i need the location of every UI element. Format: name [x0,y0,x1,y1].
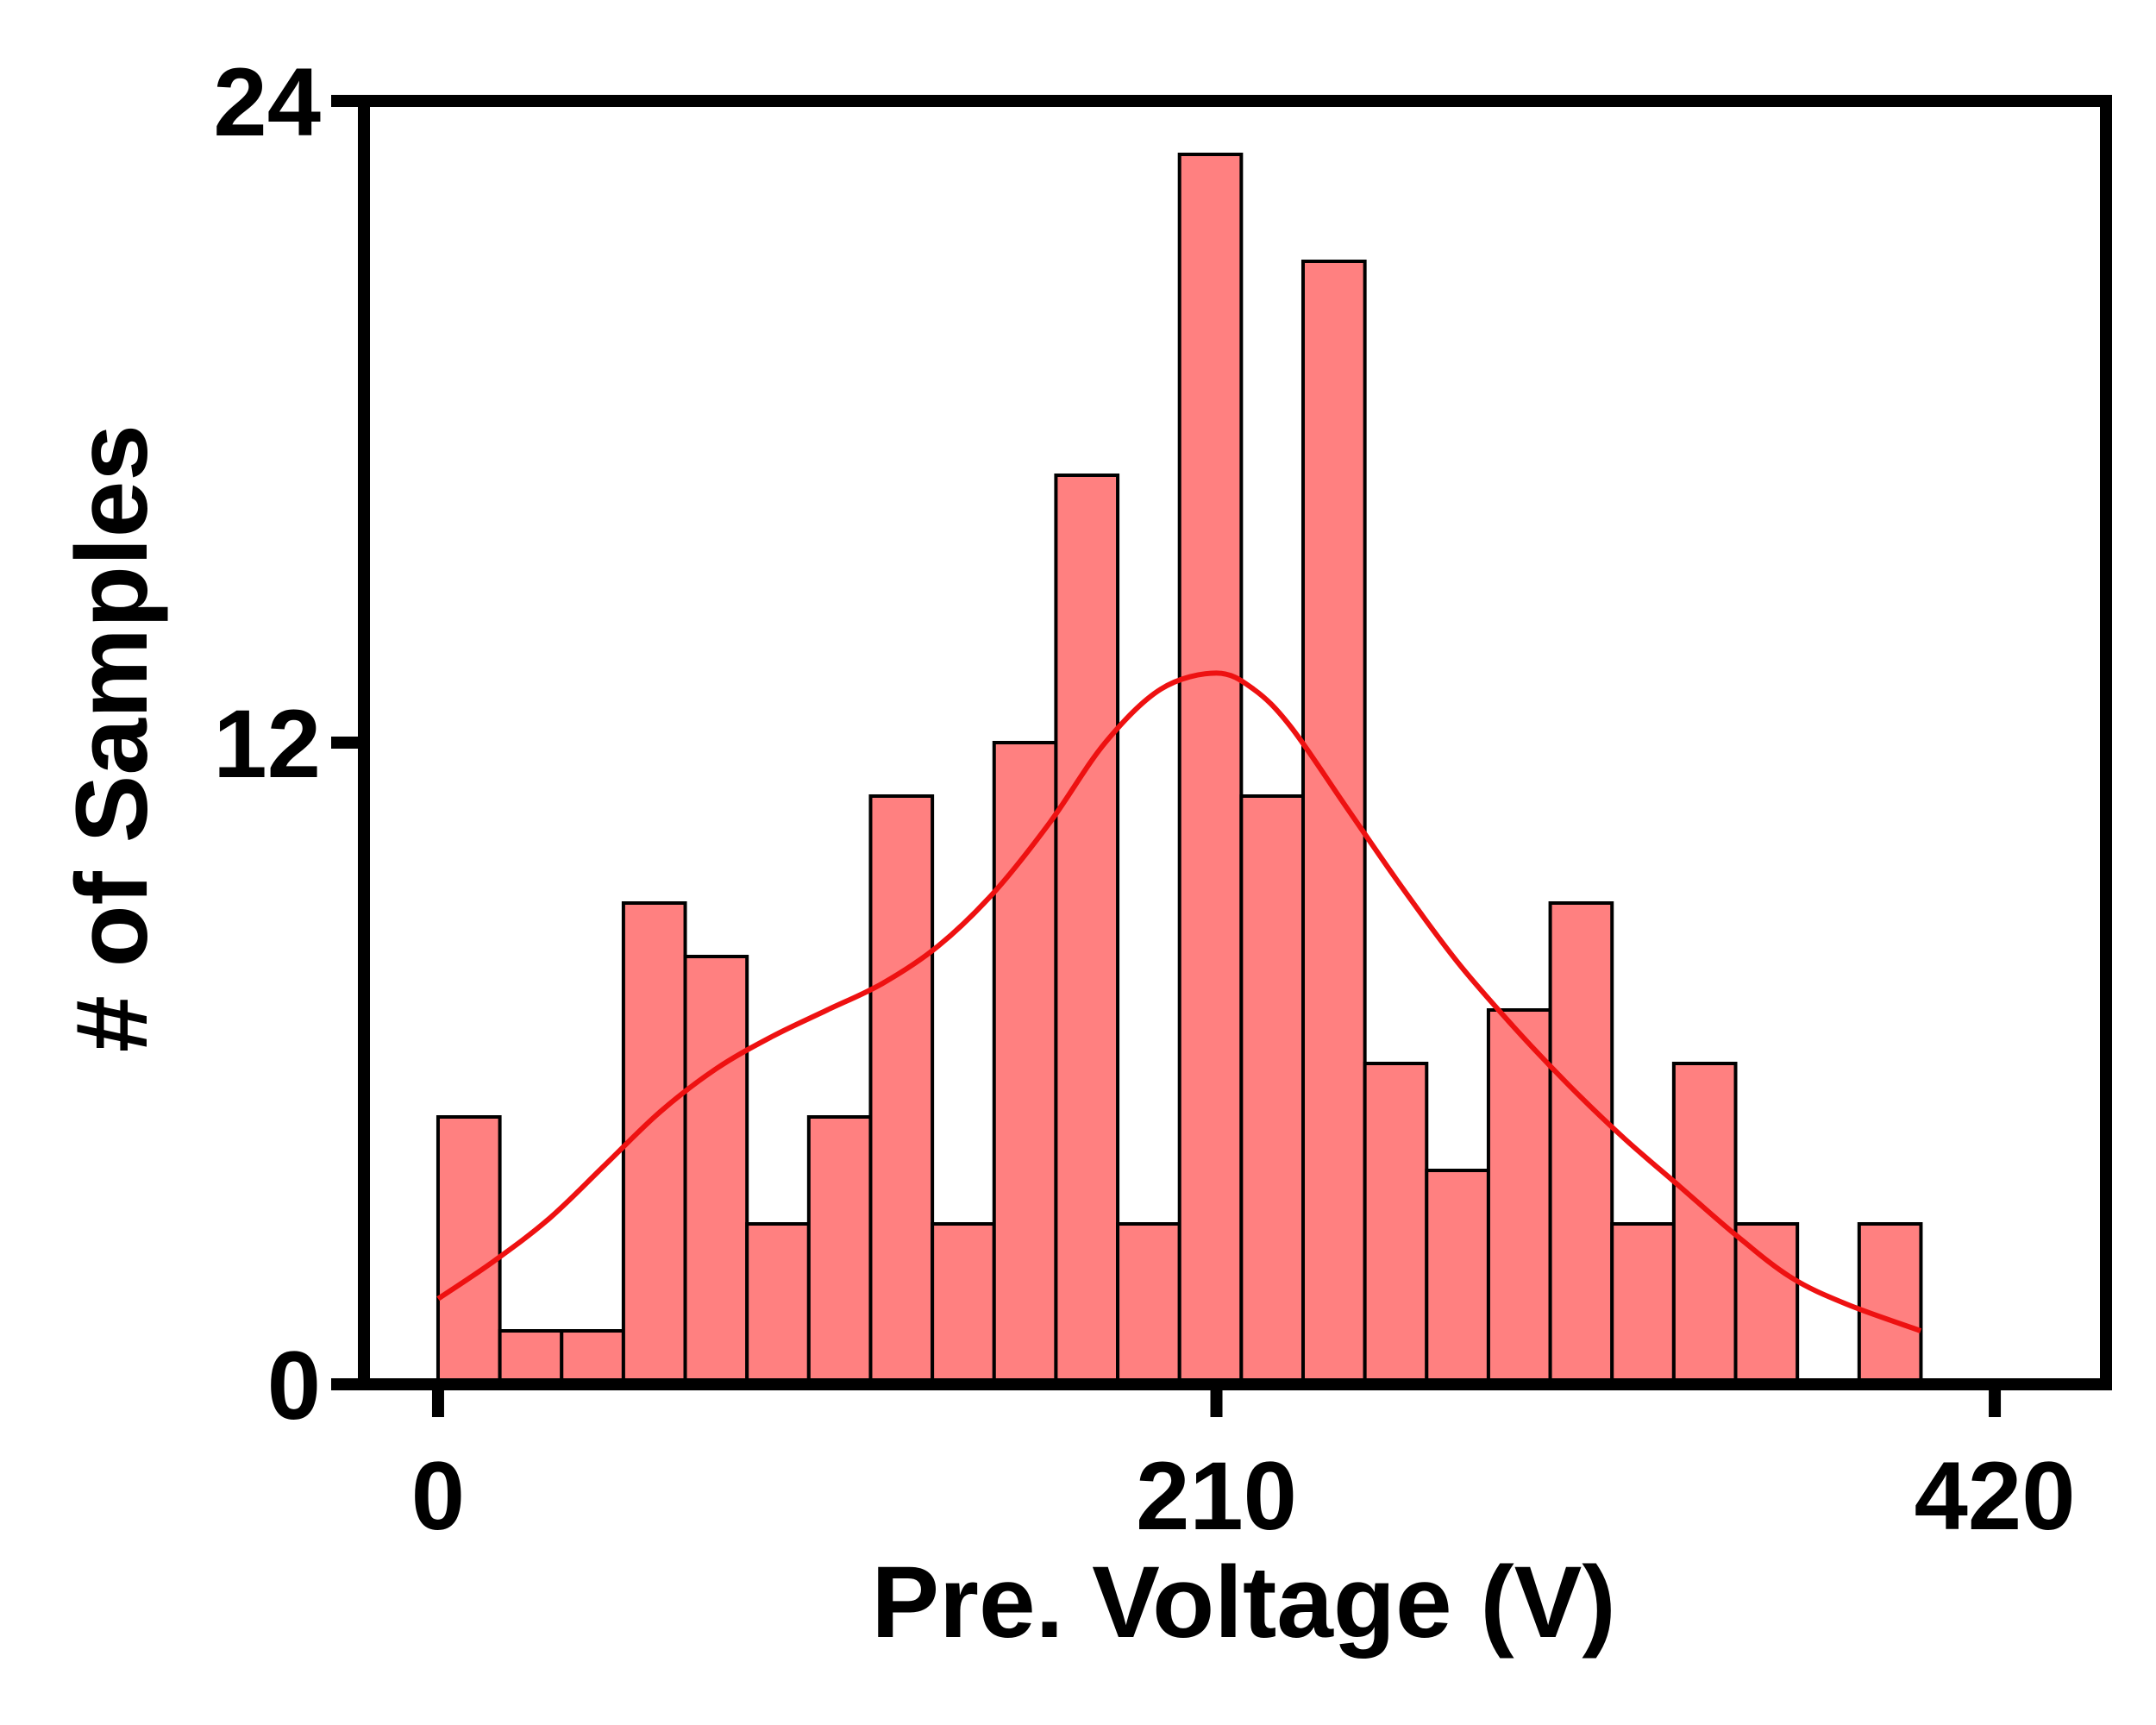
histogram-bar [868,794,935,1386]
histogram-bar [806,1115,873,1386]
histogram-bar [931,1222,996,1386]
histogram-bar [1239,794,1305,1386]
histogram-bar [1486,1008,1552,1386]
histogram-bar [992,741,1058,1386]
axis-ticks [331,95,2002,1417]
histogram-bar [1733,1222,1800,1386]
x-tick-label: 0 [411,1442,465,1550]
histogram-bar [1363,1062,1429,1386]
histogram-bars [436,153,1923,1386]
x-axis-label: Pre. Voltage (V) [871,1546,1615,1659]
histogram-bar [436,1115,502,1386]
histogram-bar [621,901,687,1386]
histogram-bar [498,1329,564,1386]
y-axis-label: # of Samples [55,424,169,1052]
histogram-bar [1054,474,1120,1386]
y-tick-label: 12 [213,690,321,798]
tick-labels: 0 210 420 0 12 24 [213,48,2075,1550]
histogram-bar [1610,1222,1676,1386]
y-tick-label: 24 [213,48,321,156]
histogram-bar [1548,901,1614,1386]
x-tick-label: 210 [1136,1442,1297,1550]
histogram-bar [683,955,749,1386]
histogram-bar [560,1329,625,1386]
x-tick-label: 420 [1915,1442,2076,1550]
histogram-bar [1425,1169,1490,1386]
histogram-bar [1177,153,1244,1386]
histogram-bar [745,1222,811,1386]
density-curve [436,670,1922,1333]
histogram-bar [1857,1222,1923,1386]
y-tick-label: 0 [267,1332,321,1440]
histogram-bar [1116,1222,1181,1386]
